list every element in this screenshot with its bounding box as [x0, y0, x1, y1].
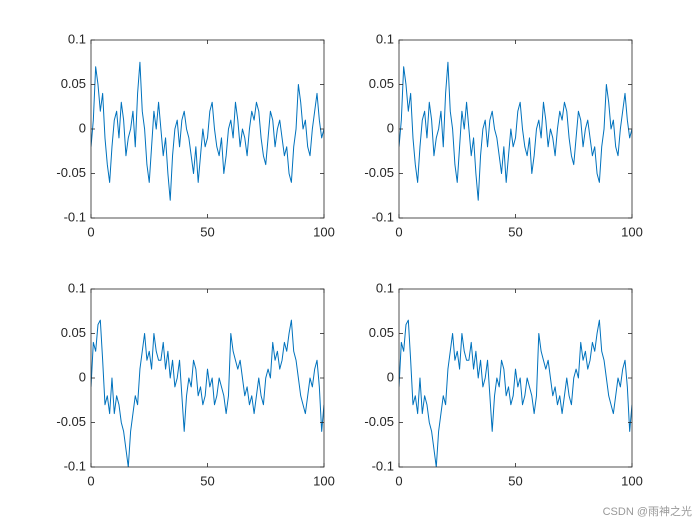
data-line	[399, 61, 632, 201]
y-tick-label: 0	[387, 369, 394, 384]
y-tick-label: -0.1	[372, 458, 394, 473]
x-tick-label: 100	[313, 224, 335, 239]
y-tick-label: 0.1	[68, 31, 86, 46]
y-tick-label: 0.1	[376, 31, 394, 46]
x-tick-label: 0	[87, 473, 94, 488]
y-tick-label: 0.1	[68, 280, 86, 295]
y-tick-label: 0.05	[61, 325, 86, 340]
y-tick-label: -0.05	[364, 165, 394, 180]
x-tick-label: 100	[621, 473, 643, 488]
data-line	[399, 319, 632, 467]
y-tick-label: 0	[79, 369, 86, 384]
x-tick-label: 50	[508, 473, 522, 488]
x-tick-label: 50	[200, 473, 214, 488]
x-tick-label: 0	[395, 224, 402, 239]
y-tick-label: -0.05	[56, 414, 86, 429]
y-tick-label: 0.1	[376, 280, 394, 295]
y-tick-label: -0.05	[364, 414, 394, 429]
watermark: CSDN @雨神之光	[603, 504, 692, 518]
x-tick-label: 0	[395, 473, 402, 488]
axes-box	[91, 40, 324, 218]
x-tick-label: 100	[621, 224, 643, 239]
y-tick-label: 0	[79, 120, 86, 135]
x-tick-label: 100	[313, 473, 335, 488]
y-tick-label: -0.05	[56, 165, 86, 180]
y-tick-label: 0.05	[369, 76, 394, 91]
y-tick-label: 0.05	[369, 325, 394, 340]
y-tick-label: 0	[387, 120, 394, 135]
y-tick-label: -0.1	[64, 458, 86, 473]
y-tick-label: -0.1	[64, 209, 86, 224]
axes-box	[399, 40, 632, 218]
data-line	[91, 61, 324, 201]
axes-box	[399, 289, 632, 467]
x-tick-label: 50	[508, 224, 522, 239]
data-line	[91, 319, 324, 467]
y-tick-label: 0.05	[61, 76, 86, 91]
y-tick-label: -0.1	[372, 209, 394, 224]
axes-box	[91, 289, 324, 467]
x-tick-label: 50	[200, 224, 214, 239]
x-tick-label: 0	[87, 224, 94, 239]
